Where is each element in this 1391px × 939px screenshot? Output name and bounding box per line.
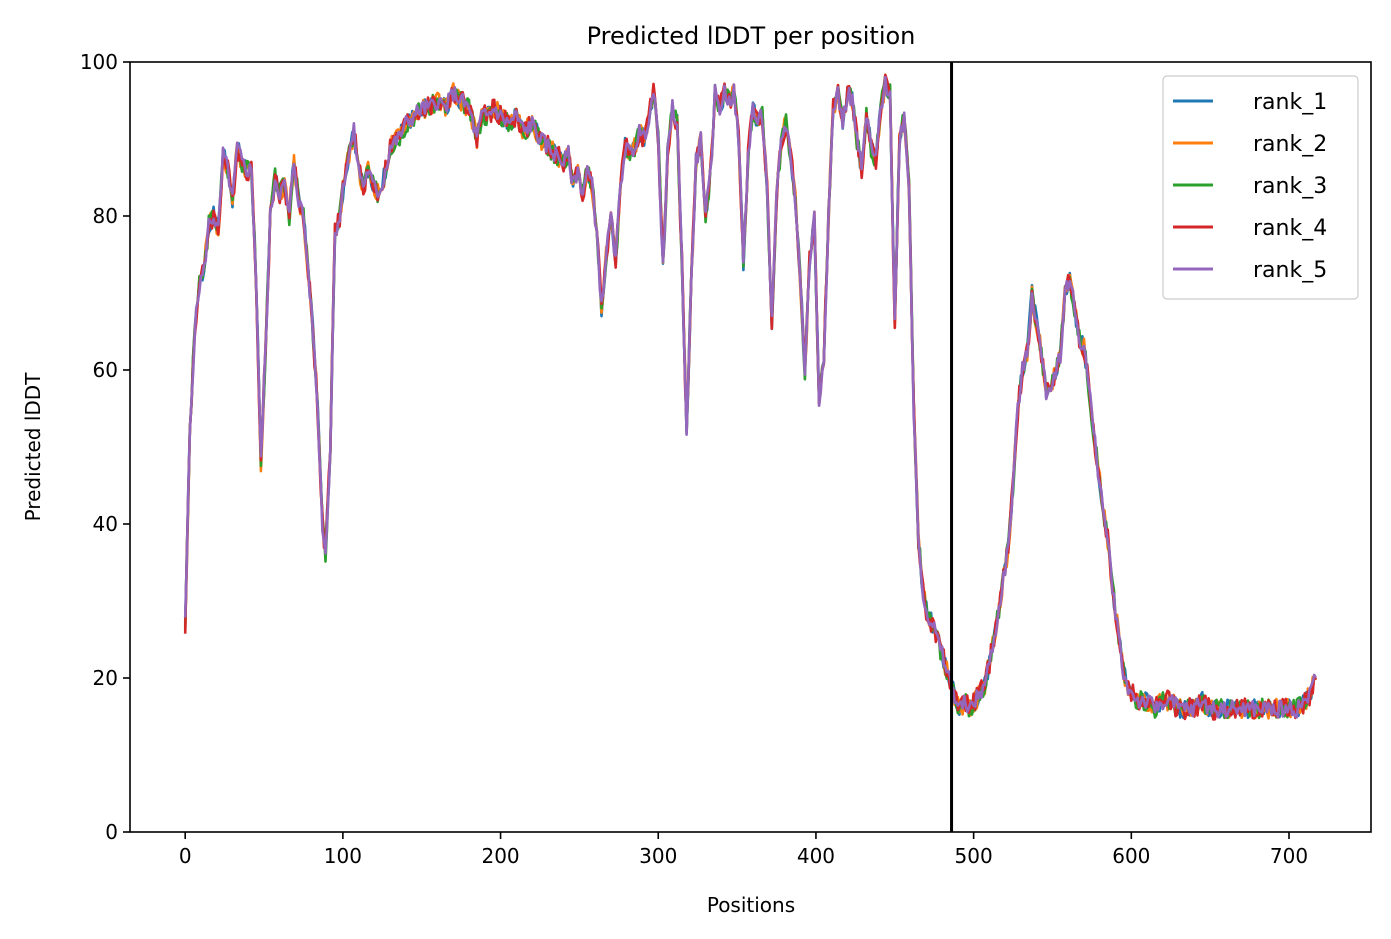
x-tick-label: 300 [639,844,677,868]
x-tick-label: 0 [179,844,192,868]
x-tick-label: 200 [481,844,519,868]
y-tick-label: 60 [93,358,118,382]
series-line-rank_5 [183,75,1317,719]
plot-area [129,61,1372,833]
legend-label-rank_1: rank_1 [1253,90,1327,115]
chart-title: Predicted lDDT per position [587,22,916,50]
legend-label-rank_3: rank_3 [1253,174,1327,199]
series-line-rank_1 [183,74,1317,720]
x-axis-label: Positions [707,893,795,917]
legend-box [1162,75,1359,300]
legend-label-rank_4: rank_4 [1253,216,1327,241]
x-tick-label: 500 [955,844,993,868]
series-line-rank_3 [183,74,1317,720]
y-axis: 0 20 40 60 80 100 [80,50,130,844]
x-tick-label: 100 [324,844,362,868]
x-axis: 0 100 200 300 400 500 600 700 [179,832,1308,868]
legend-label-rank_2: rank_2 [1253,132,1327,157]
x-tick-label: 400 [797,844,835,868]
y-axis-label: Predicted lDDT [21,372,45,522]
plot-frame [129,61,1372,833]
y-tick-label: 80 [93,204,118,228]
y-tick-label: 20 [93,666,118,690]
legend-label-rank_5: rank_5 [1253,258,1327,283]
series-lines [183,73,1318,721]
x-tick-label: 600 [1112,844,1150,868]
y-tick-label: 100 [80,50,118,74]
y-tick-label: 40 [93,512,118,536]
series-line-rank_2 [183,74,1317,720]
legend: rank_1 rank_2 rank_3 rank_4 rank_5 [1162,75,1359,300]
x-tick-label: 700 [1270,844,1308,868]
y-tick-label: 0 [105,820,118,844]
series-line-rank_4 [183,73,1318,721]
